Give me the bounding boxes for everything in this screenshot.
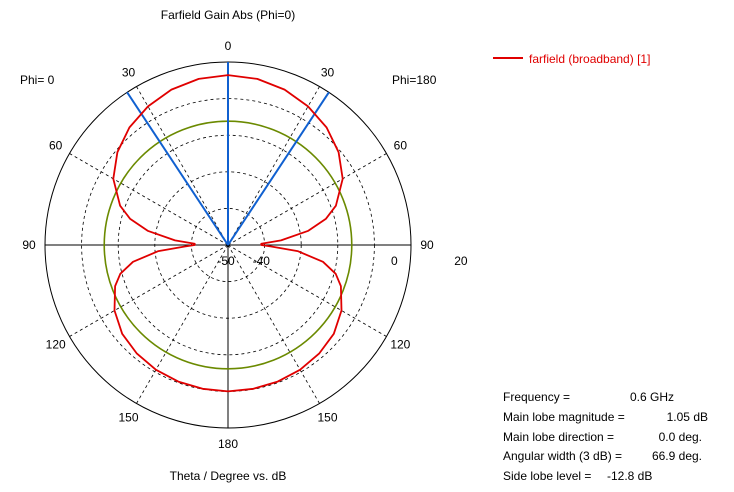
info-frequency-value: 0.6 GHz	[630, 390, 675, 404]
legend: farfield (broadband) [1]	[493, 52, 650, 66]
info-frequency: Frequency = 0.6 GHz	[503, 388, 708, 408]
angle-label-7: 150	[317, 410, 337, 424]
grid-spoke-60-right	[227, 153, 387, 246]
info-angular-width-label: Angular width (3 dB) =	[503, 449, 623, 464]
grid-spoke-30-left	[136, 86, 229, 246]
chart-title: Farfield Gain Abs (Phi=0)	[160, 8, 296, 22]
radial-tick-label-2: 20	[454, 254, 468, 268]
grid-spoke-120-right	[227, 244, 387, 337]
x-axis-label: Theta / Degree vs. dB	[169, 469, 287, 483]
info-side-lobe-level: Side lobe level = -12.8 dB	[503, 467, 708, 487]
angle-label-2: 60	[49, 139, 63, 153]
beamwidth-line-right	[227, 91, 330, 246]
phi-left-label: Phi= 0	[20, 73, 55, 87]
grid-spoke-60-left	[69, 153, 229, 246]
info-main-lobe-magnitude-label: Main lobe magnitude =	[503, 409, 625, 424]
angle-label-10: 60	[394, 139, 408, 153]
angle-label-5: 150	[118, 410, 138, 424]
grid-spoke-120-left	[69, 244, 229, 337]
angle-label-8: 120	[390, 338, 410, 352]
legend-swatch	[493, 56, 523, 59]
info-main-lobe-direction: Main lobe direction = 0.0 deg.	[503, 428, 708, 448]
angle-label-4: 120	[46, 338, 66, 352]
info-main-lobe-direction-value: 0.0 deg.	[658, 429, 702, 444]
beamwidth-line-left	[126, 91, 229, 246]
legend-label: farfield (broadband) [1]	[529, 52, 651, 66]
info-main-lobe-magnitude: Main lobe magnitude = 1.05 dB	[503, 408, 708, 428]
angle-label-11: 30	[321, 66, 335, 80]
angle-label-3: 90	[22, 238, 36, 252]
angle-label-0: 0	[225, 39, 232, 53]
angle-label-6: 180	[218, 437, 238, 451]
info-side-lobe-level-label: Side lobe level =	[503, 469, 592, 484]
radial-tick-label-1: -40	[253, 254, 271, 268]
angle-label-1: 30	[122, 66, 136, 80]
info-main-lobe-magnitude-value: 1.05 dB	[666, 409, 708, 424]
info-angular-width-value: 66.9 deg.	[651, 449, 702, 464]
info-frequency-label: Frequency =	[503, 390, 571, 404]
grid-spoke-150-left	[136, 244, 229, 404]
phi-right-label: Phi=180	[392, 73, 437, 87]
grid-spoke-150-right	[227, 244, 320, 404]
radial-tick-label-3: 0	[391, 254, 398, 268]
info-angular-width: Angular width (3 dB) = 66.9 deg.	[503, 447, 708, 467]
radial-tick-label-0: -50	[217, 254, 235, 268]
grid-spoke-30-right	[227, 86, 320, 246]
info-side-lobe-level-value: -12.8 dB	[607, 469, 653, 484]
info-main-lobe-direction-label: Main lobe direction =	[503, 429, 615, 444]
info-panel: Frequency = 0.6 GHz Main lobe magnitude …	[503, 388, 708, 487]
angle-label-9: 90	[420, 238, 434, 252]
